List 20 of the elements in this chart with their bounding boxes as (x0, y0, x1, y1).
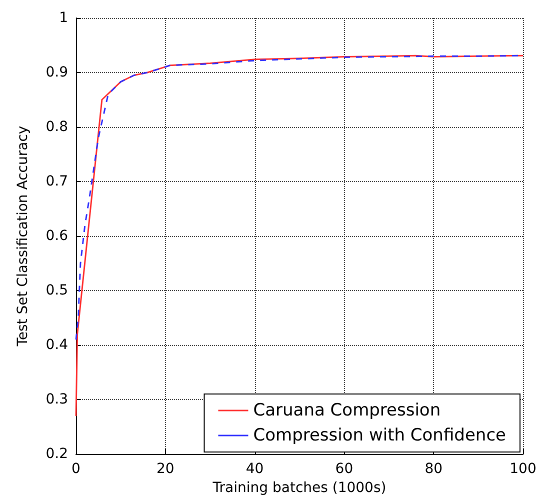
y-tick-label: 0.3 (46, 392, 68, 408)
x-tick-label: 80 (424, 461, 443, 478)
x-tick-label: 20 (156, 461, 174, 478)
y-axis-title: Test Set Classification Accuracy (15, 126, 31, 348)
line-series (75, 54, 524, 417)
y-tick-label: 0.8 (46, 119, 68, 136)
legend-label: Caruana Compression (253, 400, 441, 420)
x-axis-title: Training batches (1000s) (212, 480, 386, 496)
y-tick-label: 0.4 (46, 337, 68, 354)
x-tick-label: 0 (72, 461, 80, 478)
y-tick-label: 0.5 (46, 282, 68, 299)
x-tick-label: 60 (335, 461, 354, 478)
y-tick-label: 0.9 (46, 64, 68, 81)
legend-label: Compression with Confidence (253, 426, 506, 446)
y-tick-label: 1 (59, 10, 68, 26)
y-tick-label: 0.6 (46, 228, 68, 244)
y-tick-label: 0.2 (46, 446, 68, 462)
y-tick-label: 0.7 (46, 174, 68, 190)
x-tick-label: 100 (510, 461, 536, 478)
x-tick-label: 40 (246, 461, 264, 478)
